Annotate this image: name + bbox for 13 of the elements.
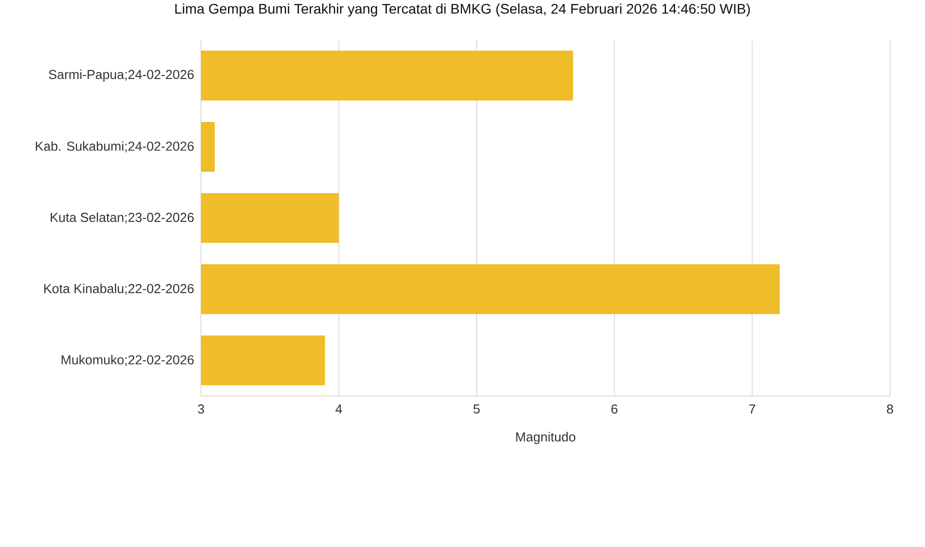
y-tick-label: Kuta Selatan;23-02-2026 bbox=[50, 212, 194, 224]
chart-title: Lima Gempa Bumi Terakhir yang Tercatat di BMKG (Selasa, 24 Februari 2026 14:46:50 WIB) bbox=[175, 3, 750, 17]
x-tick-label: 4 bbox=[335, 404, 342, 414]
x-tick-label: 3 bbox=[198, 404, 204, 414]
x-tick-label: 6 bbox=[611, 404, 618, 414]
x-tick-label: 5 bbox=[474, 404, 480, 414]
y-tick-label: Sarmi-Papua;24-02-2026 bbox=[48, 70, 194, 82]
x-tick-label: 8 bbox=[886, 404, 894, 414]
x-axis-title: Magnitudo bbox=[516, 432, 576, 444]
y-tick-label: Mukomuko;22-02-2026 bbox=[62, 354, 194, 366]
y-tick-label: Kota Kinabalu;22-02-2026 bbox=[44, 284, 194, 295]
x-tick-label: 7 bbox=[749, 404, 756, 414]
y-tick-label: Kab. Sukabumi;24-02-2026 bbox=[36, 141, 194, 152]
